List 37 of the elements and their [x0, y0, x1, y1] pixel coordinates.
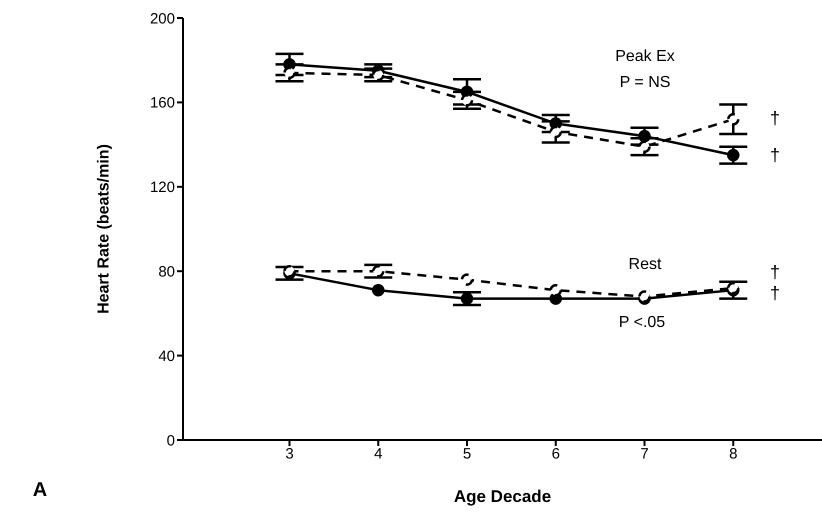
x-tick-label: 6 [552, 446, 560, 463]
point [372, 284, 384, 296]
point [460, 292, 474, 305]
y-tick-label: 120 [150, 179, 175, 196]
y-axis-title: Heart Rate (beats/min) [96, 144, 113, 314]
annotation: Peak Ex [615, 48, 675, 65]
point [638, 140, 651, 153]
y-tick-label: 40 [158, 348, 175, 365]
x-tick-label: 3 [285, 446, 294, 463]
point [727, 148, 740, 162]
point [460, 94, 474, 107]
annotation: Rest [628, 256, 662, 273]
y-tick-label: 160 [150, 94, 175, 112]
annotation: † [770, 145, 780, 165]
annotation: P <.05 [618, 314, 666, 331]
point [550, 126, 562, 138]
annotation: † [770, 108, 780, 128]
point [460, 273, 474, 286]
point [372, 68, 384, 82]
point [283, 66, 296, 80]
annotation: † [770, 283, 780, 303]
point [550, 284, 562, 296]
x-axis-title: Age Decade [454, 487, 552, 506]
x-tick-label: 4 [374, 446, 382, 463]
text: A [32, 479, 48, 501]
point [638, 130, 651, 142]
y-tick-label: 80 [158, 264, 175, 281]
y-tick-label: 200 [150, 10, 175, 28]
point [283, 264, 296, 278]
x-tick-label: 5 [462, 446, 472, 463]
x-tick-label: 7 [640, 446, 649, 463]
annotation: P = NS [620, 74, 670, 91]
y-tick-label: 0 [166, 432, 175, 450]
x-tick-label: 8 [729, 446, 738, 463]
annotation: † [770, 262, 780, 282]
point [372, 264, 384, 278]
point [727, 113, 740, 126]
